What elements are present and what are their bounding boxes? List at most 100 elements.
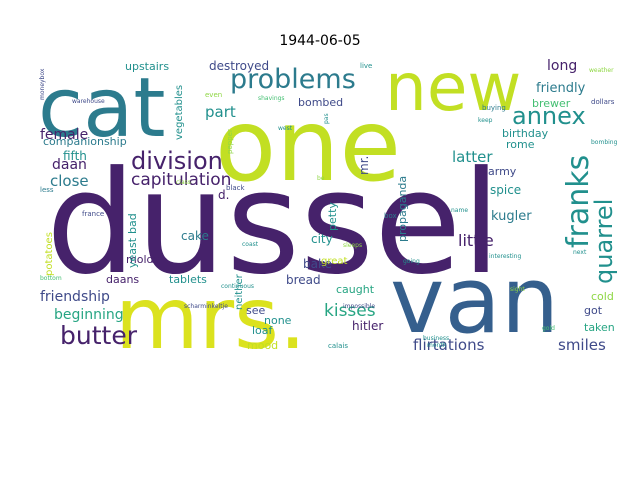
- word-latter: latter: [452, 148, 493, 166]
- word-friendship: friendship: [40, 289, 110, 305]
- word-bad: bad: [126, 213, 139, 234]
- word-upstairs: upstairs: [125, 60, 169, 73]
- word-name: name: [451, 207, 468, 214]
- word-tablets: tablets: [169, 273, 207, 286]
- word-pepper: pepper: [226, 129, 234, 154]
- word-bottom: bottom: [40, 275, 62, 282]
- word-interesting: interesting: [489, 253, 521, 260]
- word-business: business: [423, 335, 449, 342]
- word-kisses: kisses: [324, 301, 376, 321]
- word-bombing: bombing: [591, 139, 618, 146]
- word-pas: pas: [323, 113, 330, 124]
- word-one: one: [215, 87, 401, 204]
- word-part: part: [205, 103, 236, 121]
- word-caught: caught: [336, 283, 375, 296]
- word-moneybox: moneybox: [39, 68, 46, 100]
- word-petty: petty: [326, 202, 339, 231]
- word-cake: cake: [181, 229, 209, 243]
- word-daans: daans: [106, 273, 139, 286]
- chart-title: 1944-06-05: [279, 33, 361, 49]
- word-flirtations: flirtations: [413, 336, 485, 354]
- word-dollars: dollars: [591, 98, 615, 106]
- word-cold: cold: [591, 290, 614, 303]
- word-none: none: [264, 314, 292, 327]
- word-birthday: birthday: [502, 127, 549, 140]
- word-hitler: hitler: [352, 319, 383, 333]
- word-bombed: bombed: [298, 96, 343, 109]
- word-going: going: [403, 258, 420, 265]
- word-keep: keep: [478, 117, 493, 124]
- word-taken: taken: [584, 321, 615, 334]
- word-division: division: [131, 147, 223, 175]
- word-annex: annex: [512, 102, 586, 130]
- word-close: close: [50, 172, 89, 190]
- word-dussel: dussel: [46, 141, 501, 306]
- word-van: van: [390, 247, 559, 354]
- word-bake: bake: [303, 257, 332, 271]
- word-see: see: [246, 304, 265, 317]
- word-little: little: [458, 231, 494, 250]
- word-army: army: [488, 165, 517, 178]
- word-franks: franks: [561, 155, 596, 248]
- word-mrs: mrs.: [115, 269, 306, 369]
- word-buying: buying: [482, 104, 506, 112]
- word-next: next: [573, 249, 587, 256]
- word-got: got: [584, 304, 603, 317]
- word-destroyed: destroyed: [209, 59, 269, 73]
- word-spice: spice: [490, 183, 521, 197]
- word-mood: mood: [247, 339, 278, 352]
- word-mr: mr.: [357, 156, 371, 175]
- word-female: female: [40, 127, 88, 143]
- word-sight: sight: [510, 286, 525, 293]
- word-d: d.: [218, 188, 229, 202]
- word-capitulation: capitulation: [131, 170, 231, 190]
- word-sleeps: sleeps: [343, 242, 362, 249]
- word-problems: problems: [230, 64, 356, 95]
- word-city: city: [311, 232, 333, 246]
- word-companionship: companionship: [43, 135, 127, 148]
- word-friendly: friendly: [536, 81, 586, 96]
- word-potatoes: potatoes: [44, 232, 55, 276]
- word-class: class: [176, 179, 191, 186]
- word-black: black: [226, 184, 246, 192]
- word-month: month: [427, 342, 447, 349]
- word-continuous: continuous: [221, 283, 254, 290]
- word-propaganda: propaganda: [396, 176, 409, 242]
- word-warehouse: warehouse: [72, 98, 105, 105]
- word-france: france: [82, 210, 104, 218]
- word-fifth: fifth: [63, 149, 87, 163]
- word-yeast: yeast: [126, 237, 139, 268]
- word-live: live: [360, 62, 372, 70]
- word-kugler: kugler: [491, 209, 532, 224]
- word-new: new: [385, 49, 521, 126]
- word-less: less: [40, 186, 54, 194]
- word-impossible: impossible: [343, 303, 375, 310]
- word-butter: butter: [60, 321, 138, 350]
- word-long: long: [547, 58, 577, 74]
- word-box: box: [384, 212, 397, 220]
- word-bread: bread: [286, 273, 321, 287]
- word-quarrel: quarrel: [590, 199, 618, 284]
- word-neither: neither: [234, 273, 245, 310]
- word-vegetables: vegetables: [174, 85, 185, 140]
- word-loaf: loaf: [252, 324, 274, 337]
- word-be: be: [317, 175, 325, 182]
- word-daan: daan: [52, 157, 87, 173]
- word-great: great: [321, 256, 348, 267]
- word-moldy: moldy: [126, 253, 160, 266]
- word-weather: weather: [589, 67, 614, 74]
- word-west: west: [278, 125, 293, 132]
- word-gold: gold: [542, 325, 555, 332]
- word-beginning: beginning: [54, 307, 124, 323]
- word-rome: rome: [506, 138, 535, 151]
- word-brewer: brewer: [532, 97, 571, 110]
- word-even: even: [205, 91, 222, 99]
- word-scharminkeltje: scharminkeltje: [184, 303, 228, 310]
- word-smiles: smiles: [558, 336, 606, 354]
- word-shavings: shavings: [258, 95, 285, 102]
- word-cat: cat: [38, 61, 165, 156]
- word-calais: calais: [328, 342, 348, 350]
- word-coast: coast: [242, 241, 259, 248]
